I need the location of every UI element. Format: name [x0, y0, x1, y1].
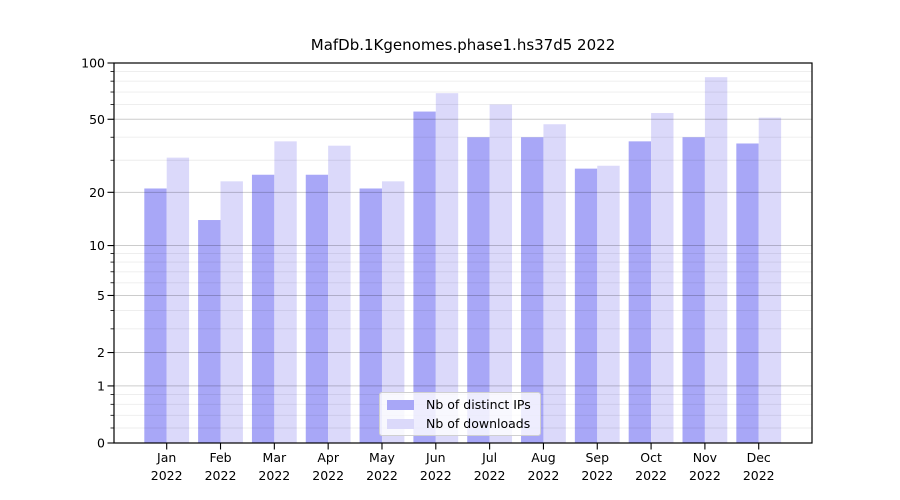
x-tick-label-year: 2022 — [528, 468, 560, 483]
x-tick-label-year: 2022 — [151, 468, 183, 483]
y-tick-label: 10 — [89, 238, 105, 253]
bar-downloads-mar — [274, 141, 297, 444]
x-tick-label-month: Mar — [263, 450, 287, 465]
x-tick-label-year: 2022 — [312, 468, 344, 483]
x-tick-label-month: May — [369, 450, 395, 465]
legend: Nb of distinct IPs Nb of downloads — [379, 392, 541, 436]
bar-distinct-ips-oct — [628, 141, 652, 444]
x-tick-label-year: 2022 — [474, 468, 506, 483]
bar-downloads-dec — [758, 117, 782, 443]
y-tick-label: 20 — [89, 185, 105, 200]
bar-downloads-feb — [220, 181, 243, 443]
legend-item-downloads: Nb of downloads — [387, 416, 540, 431]
x-tick-label-year: 2022 — [366, 468, 398, 483]
y-tick-label: 0 — [97, 436, 105, 451]
x-tick-label-year: 2022 — [581, 468, 613, 483]
bar-distinct-ips-may — [359, 188, 382, 443]
x-tick-label-month: Oct — [640, 450, 662, 465]
bar-distinct-ips-nov — [682, 137, 705, 443]
x-tick-label-year: 2022 — [689, 468, 721, 483]
y-tick-label: 5 — [97, 288, 105, 303]
bar-distinct-ips-jul — [467, 137, 490, 443]
bar-downloads-sep — [597, 165, 620, 443]
x-tick-label-year: 2022 — [205, 468, 237, 483]
legend-item-distinct-ips: Nb of distinct IPs — [387, 397, 540, 412]
bar-downloads-may — [381, 181, 405, 443]
y-tick-label: 1 — [97, 378, 105, 393]
x-tick-label-month: Jun — [425, 450, 446, 465]
y-tick-label: 100 — [81, 56, 105, 71]
bar-downloads-jan — [166, 157, 190, 444]
bar-distinct-ips-jan — [144, 188, 167, 443]
axes-spines — [113, 62, 813, 444]
bar-distinct-ips-mar — [251, 174, 275, 444]
legend-swatch-downloads — [387, 418, 414, 429]
bar-downloads-apr — [328, 145, 351, 443]
x-tick-label-month: Aug — [531, 450, 555, 465]
bar-downloads-nov — [704, 77, 728, 444]
bar-distinct-ips-feb — [198, 220, 221, 443]
bar-distinct-ips-sep — [574, 168, 598, 443]
x-tick-label-month: Jul — [481, 450, 497, 465]
bar-distinct-ips-jun — [413, 111, 436, 443]
legend-label-downloads: Nb of downloads — [426, 416, 531, 431]
y-tick-label: 2 — [97, 345, 105, 360]
x-tick-label-year: 2022 — [635, 468, 667, 483]
x-tick-label-month: Apr — [317, 450, 339, 465]
x-tick-label-month: Sep — [585, 450, 609, 465]
bar-downloads-oct — [651, 113, 674, 444]
x-tick-label-month: Jan — [156, 450, 176, 465]
bar-distinct-ips-aug — [521, 137, 544, 443]
legend-label-distinct-ips: Nb of distinct IPs — [426, 397, 531, 412]
x-tick-label-year: 2022 — [743, 468, 775, 483]
x-tick-label-month: Feb — [209, 450, 231, 465]
bar-distinct-ips-apr — [305, 174, 329, 444]
legend-swatch-distinct-ips — [387, 399, 414, 410]
bar-distinct-ips-dec — [736, 143, 759, 443]
x-tick-label-year: 2022 — [420, 468, 452, 483]
chart-title: MafDb.1Kgenomes.phase1.hs37d5 2022 — [310, 36, 616, 54]
bar-downloads-aug — [543, 124, 566, 444]
x-tick-label-year: 2022 — [258, 468, 290, 483]
y-tick-label: 50 — [89, 112, 105, 127]
x-tick-label-month: Nov — [693, 450, 718, 465]
bar-downloads-jul — [489, 104, 513, 444]
x-tick-label-month: Dec — [747, 450, 771, 465]
bar-downloads-jun — [435, 93, 459, 444]
